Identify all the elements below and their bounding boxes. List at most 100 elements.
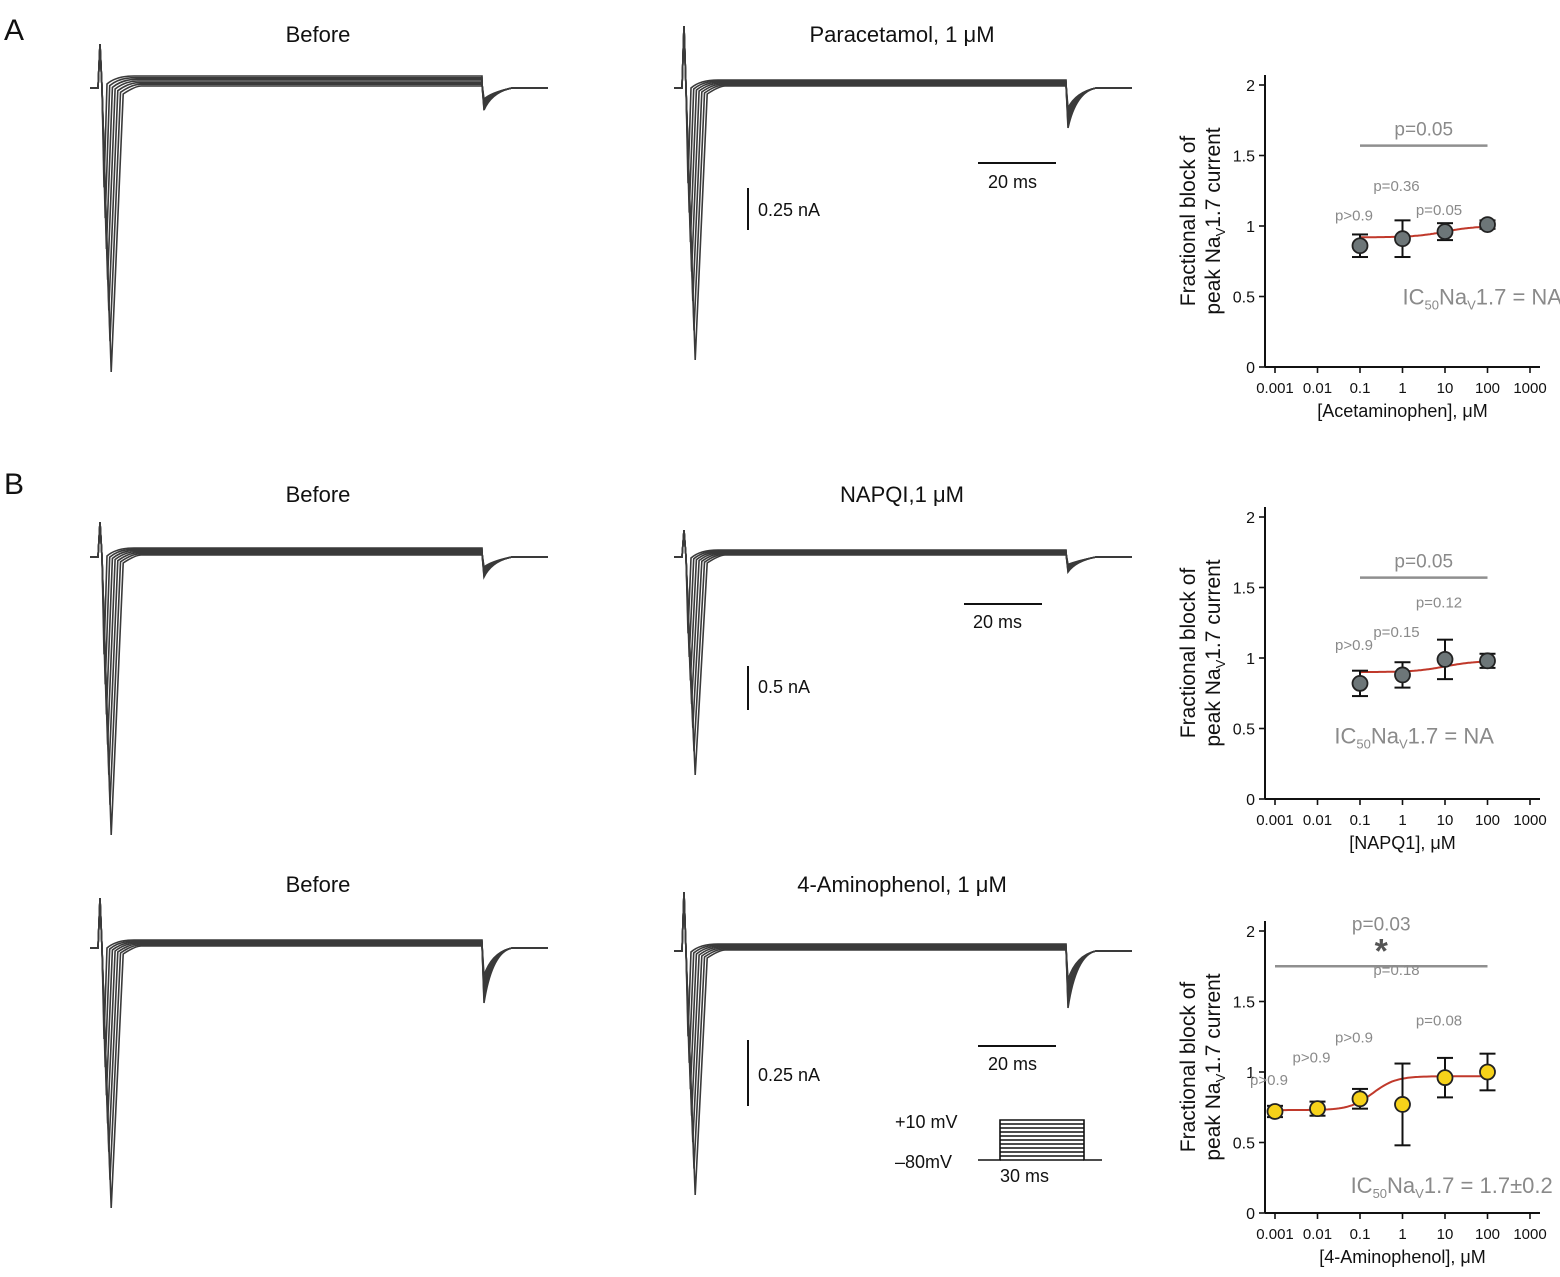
trace-napqi bbox=[674, 529, 1132, 776]
y-tick-label: 0.5 bbox=[1233, 1136, 1255, 1153]
point-p-label: p=0.08 bbox=[1416, 1013, 1462, 1030]
time-scale-label-3: 20 ms bbox=[988, 1054, 1038, 1074]
ic50-mid: Na bbox=[1387, 1173, 1416, 1198]
y-tick-label: 0.5 bbox=[1233, 290, 1255, 307]
y-axis-label-line2: peak NaV1.7 current bbox=[1202, 127, 1228, 314]
y-tick-label: 1 bbox=[1246, 651, 1255, 668]
x-tick-label: 100 bbox=[1475, 812, 1500, 829]
protocol-high-label: +10 mV bbox=[895, 1112, 958, 1132]
time-scale-label-1: 20 ms bbox=[988, 172, 1038, 192]
ic50-sub2: V bbox=[1415, 1186, 1424, 1201]
x-tick-label: 1 bbox=[1398, 1226, 1406, 1243]
x-tick-label: 10 bbox=[1437, 1226, 1454, 1243]
y-tick-label: 1 bbox=[1246, 1065, 1255, 1082]
data-point bbox=[1309, 1100, 1326, 1118]
y-tick-label: 0.5 bbox=[1233, 722, 1255, 739]
data-point bbox=[1351, 1087, 1369, 1110]
chart-acetaminophen: 0 0.5 1 1.5 2 0.001 0.01 0.1 1 10 100 1000 [Acetamin… bbox=[1177, 75, 1560, 421]
trace-paracetamol bbox=[674, 25, 1132, 361]
fit-curve bbox=[1360, 660, 1488, 674]
marker bbox=[1436, 651, 1454, 668]
point-p-label: p=0.15 bbox=[1373, 624, 1419, 641]
trace-title-aminophenol: 4-Aminophenol, 1 μM bbox=[797, 872, 1007, 897]
marker bbox=[1351, 237, 1369, 255]
point-p-label: p>0.9 bbox=[1250, 1072, 1288, 1089]
ic50-pre: IC bbox=[1403, 285, 1425, 310]
chart-napq1: 0 0.5 1 1.5 2 0.001 0.01 0.1 1 10 100 1000 [NAPQ1], … bbox=[1177, 507, 1547, 853]
data-point bbox=[1394, 661, 1411, 689]
panel-label-b: B bbox=[4, 468, 25, 501]
bracket-p-label: p=0.03 bbox=[1352, 914, 1411, 935]
x-tick-label: 0.001 bbox=[1256, 812, 1294, 829]
marker bbox=[1394, 230, 1411, 248]
marker bbox=[1394, 666, 1411, 684]
scale-bars bbox=[747, 162, 1056, 1106]
current-traces bbox=[90, 25, 1132, 1209]
point-p-label: p=0.05 bbox=[1416, 202, 1462, 219]
trace-aminophenol bbox=[674, 891, 1132, 1196]
y-tick-label: 2 bbox=[1246, 78, 1255, 95]
ic50-sub1: 50 bbox=[1373, 1186, 1387, 1201]
x-tick-label: 0.01 bbox=[1303, 380, 1332, 397]
data-point bbox=[1394, 1062, 1411, 1147]
data-point bbox=[1479, 216, 1496, 233]
y-label-post: 1.7 current bbox=[1202, 973, 1225, 1074]
y-axis-label-line2: peak NaV1.7 current bbox=[1202, 973, 1228, 1160]
x-tick-label: 0.01 bbox=[1303, 812, 1332, 829]
point-p-label: p=0.18 bbox=[1373, 962, 1419, 979]
y-axis-label-line1: Fractional block of bbox=[1177, 136, 1200, 307]
ic50-sub2: V bbox=[1467, 298, 1476, 313]
ic50-sub2: V bbox=[1399, 737, 1408, 752]
data-point bbox=[1351, 233, 1369, 259]
current-scale-label-2: 0.5 nA bbox=[758, 677, 811, 697]
x-tick-label: 10 bbox=[1437, 812, 1454, 829]
point-p-label: p>0.9 bbox=[1335, 208, 1373, 225]
trace-title-before-3: Before bbox=[285, 872, 351, 897]
marker bbox=[1436, 1069, 1454, 1087]
y-label-post: 1.7 current bbox=[1202, 127, 1225, 228]
y-tick-label: 1 bbox=[1246, 219, 1255, 236]
x-tick-label: 0.01 bbox=[1303, 1226, 1332, 1243]
y-axis-label-line1: Fractional block of bbox=[1177, 982, 1200, 1153]
marker bbox=[1351, 674, 1369, 692]
trace-title-napqi: NAPQI,1 μM bbox=[840, 482, 964, 507]
x-tick-label: 0.1 bbox=[1350, 812, 1371, 829]
ic50-mid: Na bbox=[1439, 285, 1468, 310]
y-label-sub: V bbox=[1213, 227, 1228, 236]
protocol-duration-label: 30 ms bbox=[1000, 1166, 1050, 1186]
y-label-pre: peak Na bbox=[1202, 668, 1225, 747]
y-tick-label: 2 bbox=[1246, 924, 1255, 941]
y-tick-label: 1.5 bbox=[1233, 995, 1255, 1012]
point-p-label: p=0.36 bbox=[1373, 178, 1419, 195]
y-label-pre: peak Na bbox=[1202, 236, 1225, 315]
y-label-sub: V bbox=[1213, 659, 1228, 668]
protocol-low-label: –80mV bbox=[895, 1152, 953, 1172]
point-p-label: p>0.9 bbox=[1335, 1030, 1373, 1047]
marker bbox=[1309, 1100, 1326, 1118]
y-label-post: 1.7 current bbox=[1202, 559, 1225, 660]
voltage-protocol bbox=[978, 1119, 1102, 1161]
trace-before-3 bbox=[90, 897, 548, 1209]
y-tick-label: 1.5 bbox=[1233, 149, 1255, 166]
ic50-post: 1.7 = 1.7±0.2 mM bbox=[1424, 1173, 1560, 1198]
ic50-sub1: 50 bbox=[1425, 298, 1439, 313]
data-point bbox=[1266, 1103, 1284, 1120]
marker bbox=[1351, 1090, 1369, 1108]
current-scale-label-1: 0.25 nA bbox=[758, 200, 821, 220]
y-tick-label: 0 bbox=[1246, 792, 1255, 809]
y-tick-label: 0 bbox=[1246, 360, 1255, 377]
x-axis-label: [Acetaminophen], μM bbox=[1317, 401, 1487, 421]
marker bbox=[1266, 1103, 1284, 1120]
y-tick-label: 2 bbox=[1246, 510, 1255, 527]
marker bbox=[1479, 216, 1496, 233]
x-tick-label: 1 bbox=[1398, 380, 1406, 397]
data-point bbox=[1479, 1052, 1496, 1092]
x-axis-label: [4-Aminophenol], μM bbox=[1319, 1247, 1485, 1267]
marker bbox=[1479, 652, 1496, 670]
x-tick-label: 1000 bbox=[1513, 380, 1546, 397]
fit-curve bbox=[1275, 1075, 1488, 1112]
bracket-p-label: p=0.05 bbox=[1394, 120, 1453, 141]
fit-curve bbox=[1360, 225, 1488, 239]
ic50-label: IC50NaV1.7 = NA bbox=[1334, 724, 1494, 752]
ic50-post: 1.7 = NA bbox=[1408, 724, 1495, 749]
